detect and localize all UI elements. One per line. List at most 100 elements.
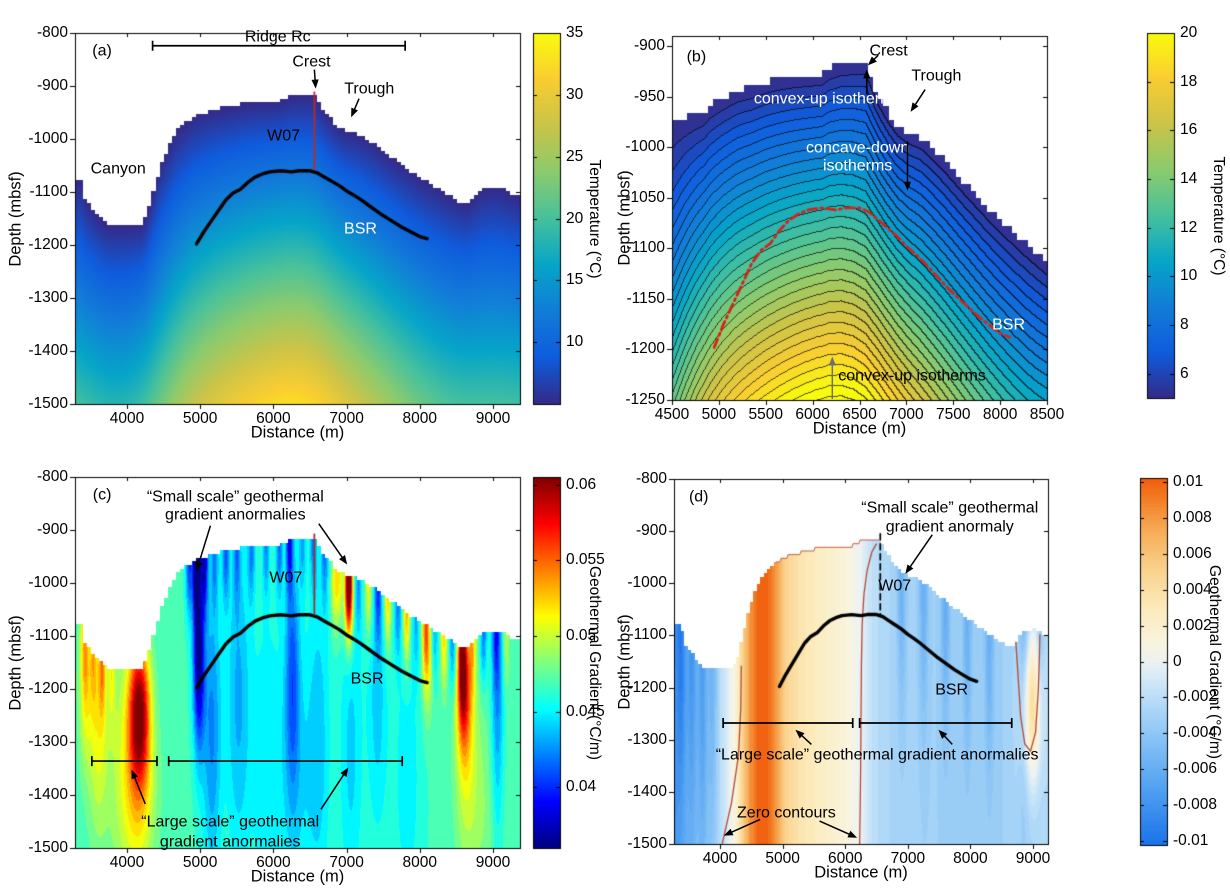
colorbar-tick-label: 20 <box>1180 24 1198 41</box>
y-tick-label: -1000 <box>28 130 68 147</box>
annotation-large-scale-geothermal-gradient-anormalies: “Large scale” geothermal gradient anorma… <box>715 746 1039 764</box>
y-axis-label: Depth (mbsf) <box>6 614 25 711</box>
x-axis-label: Distance (m) <box>250 867 345 886</box>
annotation-convex-up-isotherms: convex-up isotherms <box>753 90 902 108</box>
annotation-b: (b) <box>686 48 707 66</box>
y-axis-label: Depth (mbsf) <box>6 170 25 267</box>
annotation-isotherms: isotherms <box>822 158 893 176</box>
colorbar-tick-label: 0.01 <box>1173 472 1204 490</box>
y-tick-label: -1000 <box>627 574 667 592</box>
x-tick-label: 6000 <box>256 410 291 427</box>
annotation-bsr: BSR <box>935 681 969 699</box>
annotation-gradient-anormaly: gradient anormaly <box>885 518 1014 536</box>
colorbar-tick-label: 12 <box>1180 218 1198 236</box>
x-tick-label: 8500 <box>1029 406 1065 423</box>
annotation-w07: W07 <box>269 569 303 587</box>
annotation-trough: Trough <box>911 68 962 86</box>
colorbar-tick-label: 0.006 <box>1173 544 1212 562</box>
colorbar-tick-label: -0.006 <box>1173 760 1217 778</box>
colorbar-tick-label: 0.004 <box>1173 580 1212 598</box>
y-tick-label: -1200 <box>627 678 667 696</box>
annotation-bsr: BSR <box>344 220 377 238</box>
panel-c-geothermal-gradient: 4000 5000 6000 7000 8000 9000 -800 -900 -1000 -11… <box>0 447 615 895</box>
x-tick-label: 8000 <box>402 854 438 871</box>
x-tick-label: 8000 <box>953 850 988 867</box>
x-tick-label: 8000 <box>982 406 1018 423</box>
annotation-gradient-anormalies: gradient anormalies <box>159 833 301 851</box>
y-tick-label: -1000 <box>28 574 68 591</box>
x-tick-label: 7000 <box>329 410 364 427</box>
y-tick-label: -1100 <box>628 626 668 644</box>
y-tick-label: -1000 <box>625 138 665 156</box>
colorbar-tick-label: 35 <box>566 24 584 41</box>
x-tick-label: 4000 <box>109 410 145 427</box>
colorbar-tick-label: 0 <box>1173 652 1182 670</box>
x-tick-label: 8000 <box>402 410 438 427</box>
panel-a-canvas <box>0 0 615 447</box>
colorbar-tick-label: -0.002 <box>1173 688 1217 706</box>
colorbar-tick-label: -0.008 <box>1173 796 1217 814</box>
x-tick-label: 7500 <box>936 406 971 423</box>
colorbar-label: Geothermal Gradient (°C/m) <box>1206 564 1224 759</box>
y-tick-label: -900 <box>36 521 68 538</box>
annotation-bsr: BSR <box>350 670 384 688</box>
colorbar-tick-label: 14 <box>1180 170 1198 187</box>
colorbar-label: Geothermal Gradient (°C/m) <box>586 565 604 760</box>
annotation-concave-down: concave-down <box>806 139 910 157</box>
annotation-zero-contours: Zero contours <box>737 804 836 822</box>
x-tick-label: 4500 <box>654 406 690 423</box>
annotation-trough: Trough <box>344 80 395 98</box>
annotation-gradient-anormalies: gradient anormalies <box>165 506 306 524</box>
y-axis-label: Depth (mbsf) <box>615 613 634 710</box>
y-tick-label: -900 <box>36 77 68 94</box>
colorbar-tick-label: 0.045 <box>566 702 605 720</box>
x-axis-label: Distance (m) <box>812 419 907 438</box>
colorbar-tick-label: 0.008 <box>1173 508 1212 526</box>
y-axis-label: Depth (mbsf) <box>615 170 634 266</box>
y-tick-label: -1400 <box>28 786 68 803</box>
panel-c-canvas <box>0 447 615 895</box>
x-axis-label: Distance (m) <box>250 423 345 442</box>
colorbar-tick-label: 16 <box>1180 121 1198 139</box>
y-tick-label: -1150 <box>626 289 666 307</box>
y-tick-label: -1100 <box>626 239 666 257</box>
y-tick-label: -1200 <box>625 340 665 358</box>
x-tick-label: 6500 <box>842 406 877 423</box>
annotation-w07: W07 <box>878 577 912 595</box>
x-tick-label: 6000 <box>256 854 291 871</box>
colorbar-tick-label: -0.004 <box>1173 724 1217 742</box>
x-tick-label: 7000 <box>889 406 924 423</box>
y-tick-label: -1200 <box>28 680 68 697</box>
y-tick-label: -1100 <box>29 627 69 644</box>
annotation-small-scale-geothermal: “Small scale” geothermal <box>861 499 1039 517</box>
panel-b-temperature-contours: 4500 5000 5500 6000 6500 7000 7500 8000 8500 -900… <box>615 0 1230 447</box>
colorbar-tick-label: 25 <box>566 147 584 165</box>
y-tick-label: -1400 <box>627 782 667 800</box>
y-tick-label: -800 <box>36 468 68 485</box>
annotation-c: (c) <box>92 486 112 504</box>
colorbar-tick-label: 10 <box>1180 267 1198 285</box>
annotation-bsr: BSR <box>992 316 1026 334</box>
colorbar-tick-label: 0.05 <box>566 627 597 644</box>
y-tick-label: -800 <box>635 470 667 487</box>
x-tick-label: 6000 <box>795 406 830 423</box>
y-tick-label: -1200 <box>28 236 68 253</box>
colorbar-tick-label: 18 <box>1180 72 1198 90</box>
x-tick-label: 6000 <box>827 850 863 867</box>
x-tick-label: 4000 <box>702 850 738 867</box>
colorbar-tick-label: 0.04 <box>566 778 597 796</box>
colorbar-tick-label: 8 <box>1180 316 1189 333</box>
y-tick-label: -1300 <box>627 730 667 748</box>
x-tick-label: 9000 <box>475 410 511 427</box>
colorbar-tick-label: 15 <box>566 271 584 289</box>
annotation-canyon: Canyon <box>90 160 146 178</box>
x-tick-label: 7000 <box>329 854 364 871</box>
x-tick-label: 5000 <box>701 406 737 423</box>
annotation-ridge-rc: Ridge Rc <box>244 28 311 46</box>
annotation-small-scale-geothermal: “Small scale” geothermal <box>146 488 324 506</box>
y-tick-label: -1300 <box>28 289 68 306</box>
colorbar-tick-label: 20 <box>566 209 584 227</box>
x-tick-label: 9000 <box>475 854 511 871</box>
colorbar-tick-label: -0.01 <box>1173 832 1209 850</box>
